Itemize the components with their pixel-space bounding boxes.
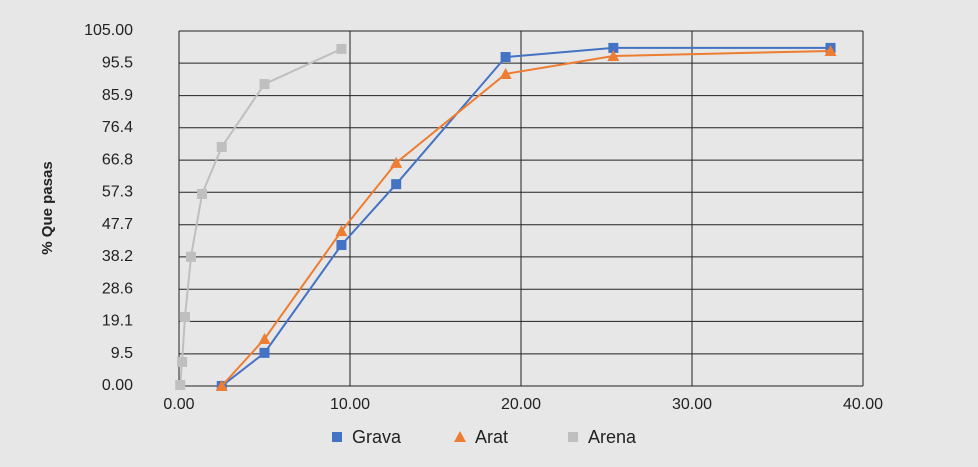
x-tick-label: 40.00 bbox=[843, 396, 883, 413]
series-line bbox=[179, 48, 342, 386]
data-point bbox=[500, 52, 511, 63]
legend-marker bbox=[332, 432, 342, 442]
legend-label: Arat bbox=[475, 427, 508, 447]
y-tick-label: 28.6 bbox=[102, 281, 133, 298]
data-point bbox=[390, 156, 403, 168]
data-point bbox=[197, 188, 208, 199]
x-tick-label: 10.00 bbox=[330, 396, 370, 413]
y-tick-label: 19.1 bbox=[102, 313, 133, 330]
data-point bbox=[179, 312, 190, 323]
legend-label: Grava bbox=[352, 427, 402, 447]
data-point bbox=[258, 333, 271, 345]
data-point bbox=[185, 251, 196, 262]
data-point bbox=[824, 44, 837, 56]
data-point bbox=[336, 43, 347, 54]
data-point bbox=[177, 356, 188, 367]
y-tick-label: 9.5 bbox=[111, 345, 133, 362]
data-point bbox=[215, 380, 228, 391]
y-tick-label: 0.00 bbox=[102, 377, 133, 394]
y-tick-label: 57.3 bbox=[102, 183, 133, 200]
y-tick-label: 105.00 bbox=[84, 22, 133, 39]
legend-marker bbox=[568, 432, 578, 442]
y-tick-label: 47.7 bbox=[102, 216, 133, 233]
data-point bbox=[607, 50, 620, 62]
y-tick-label: 95.5 bbox=[102, 54, 133, 71]
data-point bbox=[259, 79, 270, 90]
data-point bbox=[335, 225, 348, 237]
y-tick-label: 76.4 bbox=[102, 119, 133, 136]
x-tick-label: 20.00 bbox=[501, 396, 541, 413]
y-tick-label: 38.2 bbox=[102, 248, 133, 265]
data-point bbox=[216, 141, 227, 152]
data-point bbox=[259, 347, 270, 358]
y-tick-label: 66.8 bbox=[102, 151, 133, 168]
legend-label: Arena bbox=[588, 427, 637, 447]
data-point bbox=[336, 240, 347, 251]
y-axis-label: % Que pasas bbox=[39, 161, 56, 254]
y-tick-label: 85.9 bbox=[102, 87, 133, 104]
data-point bbox=[175, 379, 186, 390]
x-tick-label: 30.00 bbox=[672, 396, 712, 413]
data-point bbox=[391, 179, 402, 190]
data-point bbox=[608, 42, 619, 53]
legend-marker bbox=[454, 431, 466, 442]
data-point bbox=[499, 67, 512, 79]
x-tick-label: 0.00 bbox=[163, 396, 194, 413]
